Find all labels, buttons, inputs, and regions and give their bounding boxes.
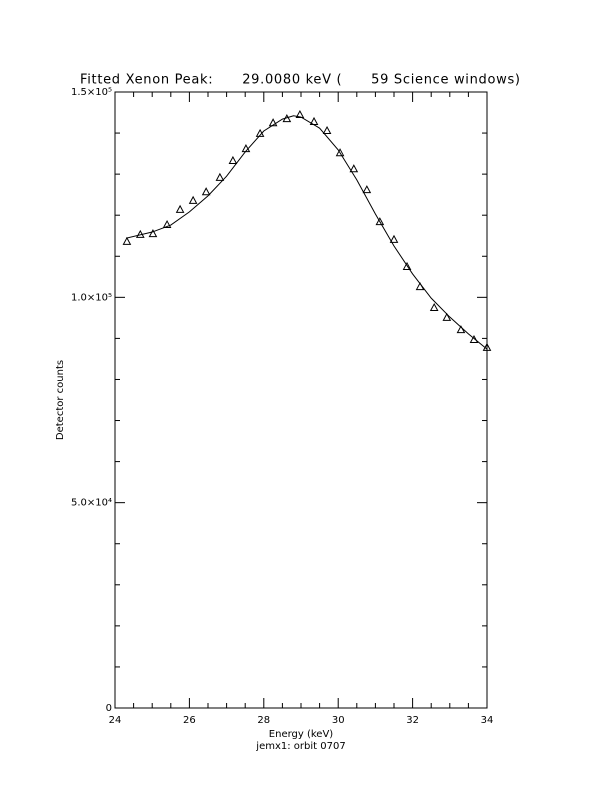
x-tick-label: 32 [406, 715, 419, 726]
y-tick-label: 5.0×10⁴ [71, 498, 112, 509]
data-point [122, 236, 132, 245]
data-point [322, 125, 332, 135]
data-point [442, 312, 452, 321]
data-point [402, 261, 412, 270]
x-tick-label: 28 [257, 715, 270, 726]
subtitle: jemx1: orbit 0707 [255, 741, 345, 752]
x-tick-label: 30 [332, 715, 345, 726]
data-point [349, 164, 359, 173]
plot-frame [114, 91, 488, 709]
data-point [162, 220, 172, 229]
data-point [188, 195, 198, 204]
data-point [215, 172, 225, 181]
data-point [175, 204, 185, 213]
data-point [335, 148, 345, 157]
data-point [456, 325, 466, 334]
chart-title: Fitted Xenon Peak: 29.0080 keV ( 59 Scie… [80, 73, 520, 88]
data-point [148, 229, 158, 238]
y-tick-label: 1.5×10⁵ [71, 87, 112, 98]
data-point [362, 185, 372, 194]
data-point [429, 302, 439, 312]
fit-line [126, 115, 488, 350]
y-tick-label: 0 [106, 703, 112, 714]
data-point [375, 217, 385, 226]
data-point [268, 118, 278, 127]
data-point [228, 155, 238, 164]
x-tick-label: 34 [481, 715, 494, 726]
x-axis-label: Energy (keV) [269, 729, 334, 740]
data-point [201, 187, 211, 196]
x-tick-label: 24 [109, 715, 122, 726]
data-point [389, 234, 399, 243]
x-tick-label: 26 [183, 715, 196, 726]
y-axis-label: Detector counts [55, 360, 66, 440]
y-tick-label: 1.0×10⁵ [71, 292, 112, 303]
data-point [295, 109, 305, 118]
